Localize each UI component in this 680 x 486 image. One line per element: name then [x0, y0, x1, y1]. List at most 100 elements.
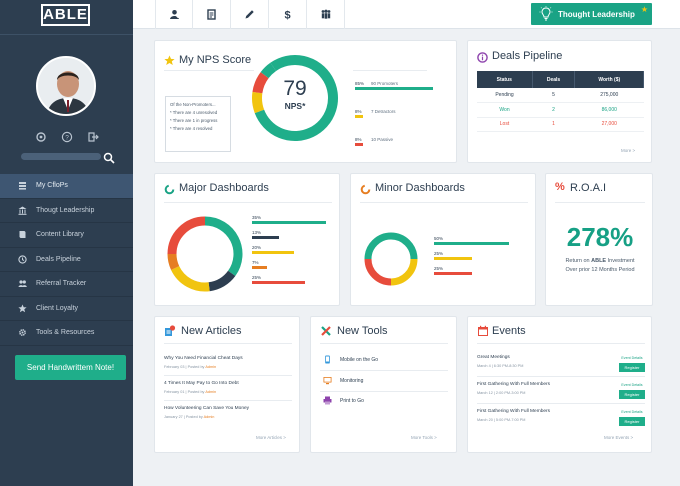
tools-icon: [320, 324, 332, 342]
table-cell: 86,000: [574, 102, 644, 118]
sidebar-item-content-library[interactable]: Content Library: [0, 223, 133, 248]
more-link[interactable]: More >: [621, 148, 636, 153]
breakdown-label: 7 Detractors: [371, 109, 396, 114]
nps-score-label: NPS*: [284, 101, 306, 111]
tool-item-monitoring[interactable]: Monitoring: [323, 376, 363, 385]
sidebar-item-client-loyalty[interactable]: Client Loyalty: [0, 297, 133, 321]
list-item[interactable]: Great Meetings March 4 | 6:30 PM-8:30 PM…: [477, 354, 645, 372]
list-item[interactable]: How Volunteering Can Save You Money Janu…: [164, 405, 249, 421]
article-title[interactable]: Why You Need Financial Cheat Days: [164, 356, 243, 361]
article-meta: January 27 | Posted by Admin: [164, 413, 249, 421]
table-header: Status: [477, 71, 533, 88]
table-header: Deals: [532, 71, 576, 88]
tool-item-mobile[interactable]: Mobile on the Go: [323, 355, 378, 364]
help-icon[interactable]: ?: [61, 131, 73, 143]
breakdown-bar: [252, 221, 326, 224]
sidebar-item-label: Tools & Resources: [36, 329, 95, 337]
table-row[interactable]: Pending 5 275,000: [477, 88, 644, 103]
deals-table: Status Deals Worth ($) Pending 5 275,000…: [477, 71, 644, 132]
event-title[interactable]: Great Meetings: [477, 355, 510, 360]
article-author[interactable]: Admin: [205, 390, 217, 394]
sidebar-item-referral-tracker[interactable]: Referral Tracker: [0, 272, 133, 297]
breakdown-percent: 25%: [434, 266, 444, 271]
document-icon[interactable]: [193, 0, 231, 29]
refresh-icon: [360, 182, 371, 200]
donut-segment: [208, 270, 236, 292]
breakdown-label: 10 Passive: [371, 137, 394, 142]
tool-item-print[interactable]: Print to Go: [323, 396, 364, 405]
event-title[interactable]: First Gathering With Full Members: [477, 409, 551, 414]
events-card: Events Great Meetings March 4 | 6:30 PM-…: [467, 316, 652, 453]
divider: [320, 391, 448, 392]
list-item[interactable]: Why You Need Financial Cheat Days Februa…: [164, 355, 243, 371]
star-icon: [18, 304, 27, 313]
sidebar-item-label: Thougt Leadership: [36, 206, 95, 214]
card-title: New Articles: [181, 325, 242, 337]
thought-leadership-button[interactable]: Thought Leadership ★: [531, 3, 652, 25]
event-details-link[interactable]: Event Details: [621, 410, 643, 414]
divider: [164, 375, 292, 376]
more-link[interactable]: More Events >: [604, 435, 634, 440]
calendar-icon: [477, 324, 489, 342]
donut-segment: [364, 258, 392, 286]
user-icon[interactable]: [155, 0, 193, 29]
list-item[interactable]: 4 Times It May Pay to Go Into Debt Febru…: [164, 380, 239, 396]
table-row[interactable]: Won 2 86,000: [477, 102, 644, 118]
article-date: February 01 | Posted by: [164, 390, 206, 394]
roai-caption-line: Over prior 12 Months Period: [565, 267, 635, 273]
sidebar-item-tools-resources[interactable]: Tools & Resources: [0, 321, 133, 346]
breakdown-percent: 50%: [434, 236, 444, 241]
star-icon: ★: [640, 5, 648, 14]
sidebar-item-thought-leadership[interactable]: Thougt Leadership: [0, 199, 133, 223]
major-donut-chart: [167, 216, 243, 292]
event-date: March 4 | 6:30 PM-8:30 PM: [477, 364, 524, 368]
divider: [477, 343, 645, 344]
event-details-link[interactable]: Event Details: [621, 383, 643, 387]
send-handwritten-note-button[interactable]: Send Handwrittem Note!: [15, 355, 126, 380]
list-item[interactable]: First Gathering With Full Members March …: [477, 408, 645, 426]
dollar-icon[interactable]: $: [269, 0, 307, 29]
major-breakdown: 35% 13% 20% 7% 25%: [252, 215, 334, 295]
pencil-icon[interactable]: [231, 0, 269, 29]
article-author[interactable]: Admin: [203, 415, 215, 419]
breakdown-bar: [355, 115, 363, 118]
logout-icon[interactable]: [87, 131, 99, 143]
list-item[interactable]: First Gathering With Full Members March …: [477, 381, 645, 399]
sidebar-item-my-cflops[interactable]: My CfloPs: [0, 174, 133, 199]
app-logo[interactable]: ABLE: [41, 4, 90, 26]
card-title: Major Dashboards: [179, 182, 269, 194]
breakdown-percent: 7%: [252, 260, 259, 265]
more-link[interactable]: More Tools >: [411, 435, 437, 440]
more-link[interactable]: More Articles >: [256, 435, 286, 440]
register-button[interactable]: Register: [619, 363, 645, 372]
breakdown-bar: [434, 257, 472, 260]
svg-text:?: ?: [65, 134, 69, 141]
event-actions: Event Details Register: [619, 408, 645, 426]
donut-segment: [390, 258, 418, 286]
table-row[interactable]: Lost 1 27,000: [477, 117, 644, 132]
article-title[interactable]: 4 Times It May Pay to Go Into Debt: [164, 381, 239, 386]
deals-pipeline-card: Deals Pipeline Status Deals Worth ($) Pe…: [467, 40, 652, 163]
event-date: March 12 | 2:00 PM-3:00 PM: [477, 391, 526, 395]
people-icon[interactable]: [307, 0, 345, 29]
book-icon: [18, 230, 27, 239]
register-button[interactable]: Register: [619, 417, 645, 426]
register-button[interactable]: Register: [619, 390, 645, 399]
event-actions: Event Details Register: [619, 381, 645, 399]
event-details-link[interactable]: Event Details: [621, 356, 643, 360]
avatar[interactable]: [36, 56, 96, 116]
roai-caption: Return on ABLE Investment Over prior 12 …: [546, 257, 654, 275]
nps-note-line: * There are 4 unresolved: [170, 110, 218, 115]
settings-icon[interactable]: [35, 131, 47, 143]
nps-note-line: * There are 1 in progress: [170, 118, 218, 123]
sidebar-item-deals-pipeline[interactable]: Deals Pipeline: [0, 248, 133, 272]
article-author[interactable]: Admin: [205, 365, 217, 369]
table-cell: Lost: [477, 117, 533, 132]
divider: [164, 400, 292, 401]
search-input[interactable]: [21, 153, 101, 160]
event-title[interactable]: First Gathering With Full Members: [477, 382, 551, 387]
table-cell: 5: [532, 88, 575, 103]
article-title[interactable]: How Volunteering Can Save You Money: [164, 406, 250, 411]
sidebar-item-label: Referral Tracker: [36, 280, 87, 288]
search-icon[interactable]: [103, 151, 115, 164]
